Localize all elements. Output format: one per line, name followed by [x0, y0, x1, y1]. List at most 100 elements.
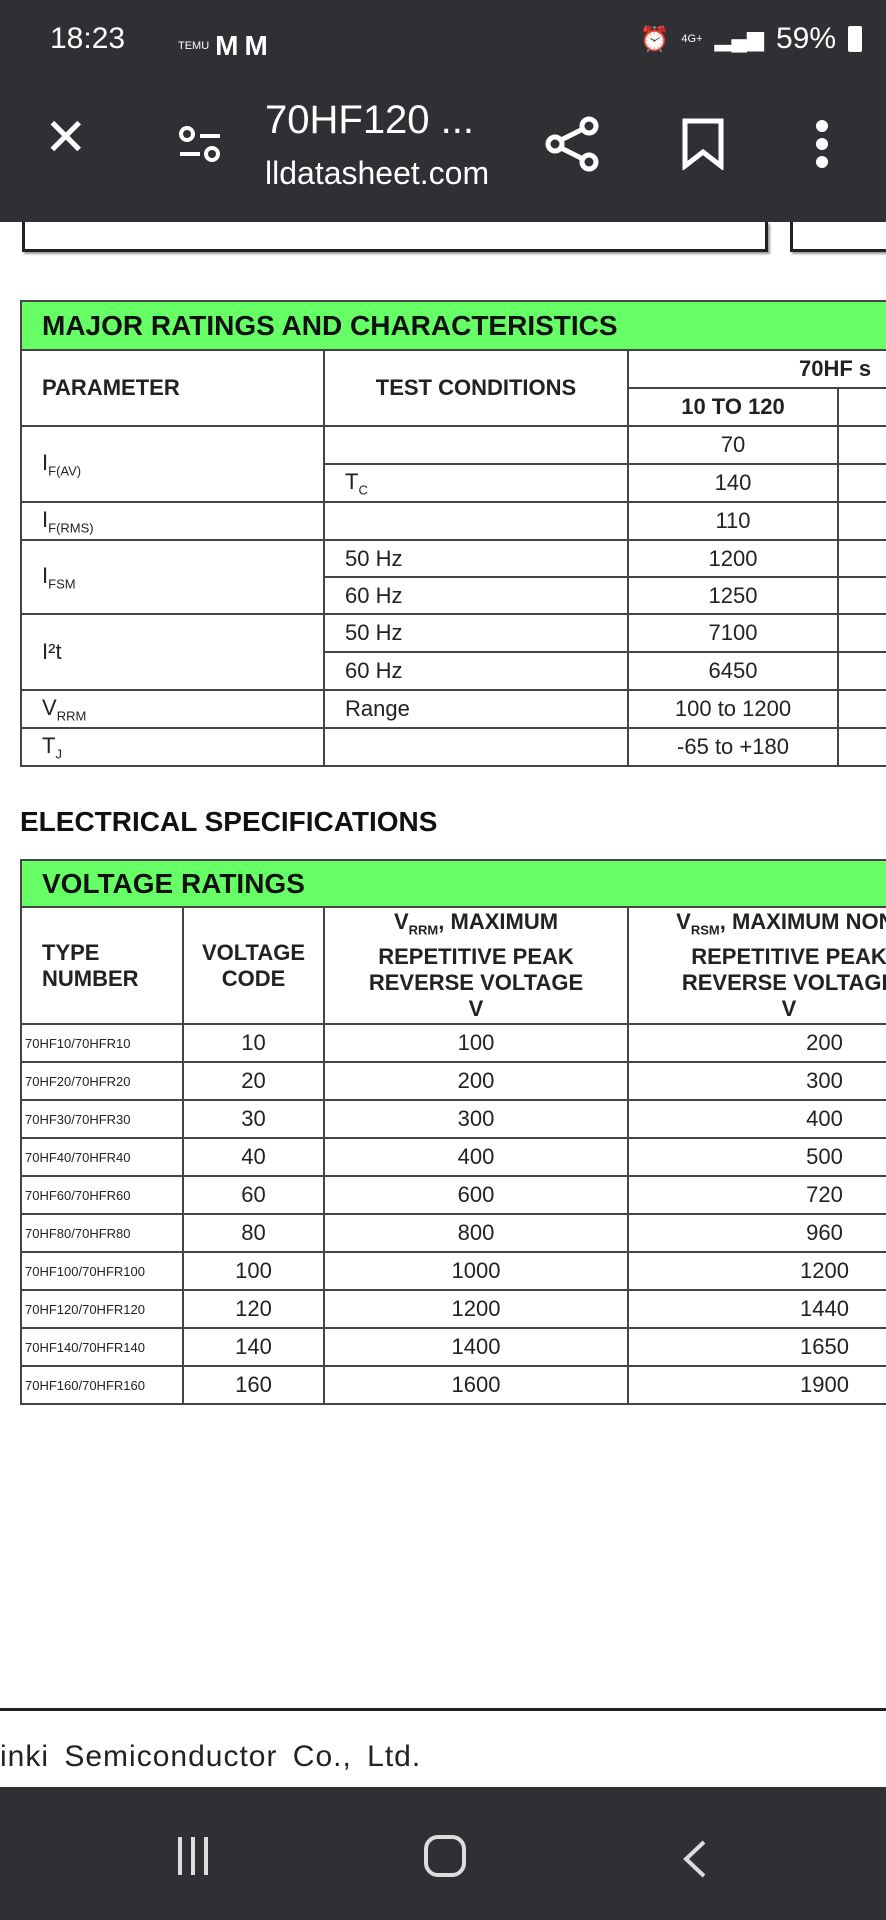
table-row: 70HF100/70HFR100 100 1000 1200 [20, 1251, 886, 1291]
value-cell: 140 [627, 463, 839, 503]
vrsm-cell: 400 [626, 1099, 886, 1139]
table-row: 70HF40/70HFR40 40 400 500 [20, 1137, 886, 1177]
type-number-cell: 70HF80/70HFR80 [20, 1213, 184, 1253]
table-row: 70HF10/70HFR10 10 100 200 [20, 1023, 886, 1063]
major-ratings-title: MAJOR RATINGS AND CHARACTERISTICS [20, 300, 886, 351]
alarm-icon: ⏰ [639, 25, 670, 53]
major-ratings-table: MAJOR RATINGS AND CHARACTERISTICS PARAME… [20, 300, 886, 767]
signal-icon: ▂▄▆ [714, 26, 764, 51]
type-number-cell: 70HF140/70HFR140 [20, 1327, 184, 1367]
param-ifav: IF(AV) [20, 425, 325, 503]
col-test-conditions: TEST CONDITIONS [323, 349, 629, 427]
type-number-cell: 70HF120/70HFR120 [20, 1289, 184, 1329]
vrrm-cell: 100 [323, 1023, 629, 1063]
param-ifrms: IF(RMS) [20, 501, 325, 541]
previous-table-box [22, 222, 768, 252]
browser-toolbar: 18:23 TEMU M M ⏰ 4G+ ▂▄▆ 59% ✕ 70HF120 .… [0, 0, 886, 222]
vrrm-cell: 400 [323, 1137, 629, 1177]
value-cell: 110 [627, 501, 839, 541]
test-cell: 50 Hz [323, 613, 629, 653]
table-row: 70HF140/70HFR140 140 1400 1650 [20, 1327, 886, 1367]
voltage-code-cell: 140 [182, 1327, 325, 1367]
table-row: 70HF30/70HFR30 30 300 400 [20, 1099, 886, 1139]
close-icon[interactable]: ✕ [44, 109, 88, 167]
voltage-code-cell: 100 [182, 1251, 325, 1291]
test-cell: 60 Hz [323, 651, 629, 691]
value-cell: 70 [627, 425, 839, 465]
more-options-icon[interactable] [814, 118, 830, 175]
electrical-specifications-heading: ELECTRICAL SPECIFICATIONS [20, 806, 438, 837]
page-title: 70HF120 ... [265, 98, 475, 142]
value-cell: -65 to +180 [627, 727, 839, 767]
vrsm-cell: 200 [626, 1023, 886, 1063]
table-row: 70HF120/70HFR120 120 1200 1440 [20, 1289, 886, 1329]
gmail-icon: M [215, 30, 239, 61]
recent-apps-button[interactable] [178, 1837, 208, 1875]
table-row: 70HF80/70HFR80 80 800 960 [20, 1213, 886, 1253]
param-tj: TJ [20, 727, 325, 767]
col-type-number: TYPE NUMBER [20, 906, 184, 1025]
gmail-icon: M [244, 30, 268, 61]
voltage-code-cell: 60 [182, 1175, 325, 1215]
type-number-cell: 70HF30/70HFR30 [20, 1099, 184, 1139]
page-settings-icon[interactable] [178, 124, 224, 169]
vrrm-cell: 600 [323, 1175, 629, 1215]
table-row: 70HF160/70HFR160 160 1600 1900 [20, 1365, 886, 1405]
bookmark-icon[interactable] [682, 118, 724, 175]
vrrm-cell: 1000 [323, 1251, 629, 1291]
vrrm-cell: 300 [323, 1099, 629, 1139]
temu-icon: TEMU [178, 39, 210, 52]
share-icon[interactable] [545, 114, 601, 179]
vrrm-cell: 800 [323, 1213, 629, 1253]
value-cell: 100 to 1200 [627, 689, 839, 729]
test-cell: Range [323, 689, 629, 729]
param-ifsm: IFSM [20, 539, 325, 615]
voltage-code-cell: 10 [182, 1023, 325, 1063]
footer-divider [0, 1708, 886, 1711]
table-row: 70HF20/70HFR20 20 200 300 [20, 1061, 886, 1101]
type-number-cell: 70HF10/70HFR10 [20, 1023, 184, 1063]
vrsm-cell: 1440 [626, 1289, 886, 1329]
vrsm-cell: 500 [626, 1137, 886, 1177]
battery-text: 59% [775, 22, 836, 55]
voltage-code-cell: 80 [182, 1213, 325, 1253]
type-number-cell: 70HF100/70HFR100 [20, 1251, 184, 1291]
col-10-to-120: 10 TO 120 [627, 387, 839, 427]
home-button[interactable] [424, 1835, 466, 1877]
voltage-ratings-table: VOLTAGE RATINGS TYPE NUMBER VOLTAGE CODE… [19, 859, 886, 1405]
type-number-cell: 70HF40/70HFR40 [20, 1137, 184, 1177]
test-cell: 60 Hz [323, 576, 629, 615]
value-cell: 7100 [627, 613, 839, 653]
voltage-code-cell: 160 [182, 1365, 325, 1405]
vrrm-cell: 1200 [323, 1289, 629, 1329]
vrsm-cell: 1200 [626, 1251, 886, 1291]
battery-icon [848, 26, 862, 52]
voltage-code-cell: 40 [182, 1137, 325, 1177]
col-vrsm: VRSM, MAXIMUM NON-REPETITIVE PEAK REVERS… [626, 906, 886, 1025]
status-right: ⏰ 4G+ ▂▄▆ 59% [640, 22, 862, 56]
vrsm-cell: 720 [626, 1175, 886, 1215]
network-icon: 4G+ [681, 32, 703, 45]
voltage-code-cell: 120 [182, 1289, 325, 1329]
status-time: 18:23 [50, 22, 126, 55]
table-row: 70HF60/70HFR60 60 600 720 [20, 1175, 886, 1215]
type-number-cell: 70HF20/70HFR20 [20, 1061, 184, 1101]
col-vrrm: VRRM, MAXIMUM REPETITIVE PEAK REVERSE VO… [323, 906, 629, 1025]
type-number-cell: 70HF60/70HFR60 [20, 1175, 184, 1215]
back-button[interactable] [680, 1839, 710, 1884]
voltage-code-cell: 20 [182, 1061, 325, 1101]
voltage-code-cell: 30 [182, 1099, 325, 1139]
page-url[interactable]: lldatasheet.com [265, 155, 490, 191]
voltage-ratings-title: VOLTAGE RATINGS [19, 859, 886, 908]
test-tc: TC [323, 463, 629, 503]
param-vrrm: VRRM [20, 689, 325, 729]
type-number-cell: 70HF160/70HFR160 [20, 1365, 184, 1405]
previous-table-box [790, 222, 886, 252]
value-cell: 1200 [627, 539, 839, 578]
vrrm-cell: 1600 [323, 1365, 629, 1405]
value-cell: 6450 [627, 651, 839, 691]
col-series: 70HF s [627, 349, 886, 389]
value-cell: 1250 [627, 576, 839, 615]
vrsm-cell: 1900 [626, 1365, 886, 1405]
document-view[interactable]: MAJOR RATINGS AND CHARACTERISTICS PARAME… [0, 222, 886, 1787]
